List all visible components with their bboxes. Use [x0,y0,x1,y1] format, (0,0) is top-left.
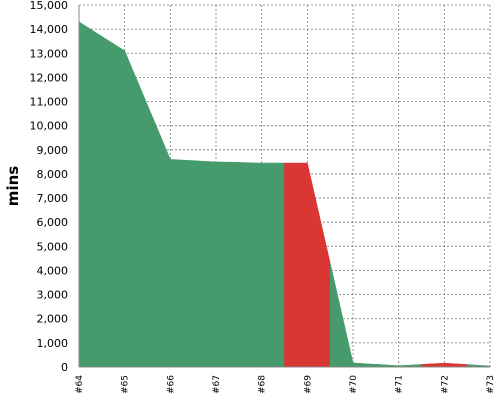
y-tick-label: 14,000 [30,23,69,36]
x-tick-label: #69 [303,375,313,394]
y-tick-label: 1,000 [37,337,69,350]
area-segment-64 [78,21,103,368]
x-tick-label: #64 [75,375,85,394]
y-tick-label: 5,000 [37,240,69,253]
y-axis-label: mins [4,166,22,206]
x-tick-label: #71 [395,375,405,394]
area-segment-66 [147,105,194,368]
area-segments [78,21,491,368]
y-tick-label: 9,000 [37,144,69,157]
x-tick-label: #65 [121,375,131,394]
x-tick-label: #66 [166,375,176,394]
y-tick-label: 13,000 [30,47,69,60]
x-tick-label: #70 [349,375,359,394]
area-segment-69 [284,162,331,368]
x-tick-label: #68 [258,375,268,394]
y-tick-label: 0 [61,361,68,374]
y-tick-label: 8,000 [37,168,69,181]
area-segment-65 [101,35,148,368]
x-axis-ticks: #64 #65 #66 #67 #68 #69 #70 #71 #72 #73 [75,375,496,394]
area-segment-67 [192,160,240,368]
y-tick-label: 12,000 [30,71,69,84]
y-tick-label: 10,000 [30,120,69,133]
y-tick-label: 11,000 [30,96,69,109]
y-tick-label: 3,000 [37,289,69,302]
y-tick-label: 15,000 [30,0,69,12]
axes [78,5,490,368]
area-segment-72 [421,362,468,368]
x-tick-label: #72 [440,375,450,394]
x-tick-label: #73 [486,375,496,394]
x-tick-label: #67 [212,375,222,394]
y-tick-label: 2,000 [37,313,69,326]
area-segment-68 [238,162,285,368]
y-tick-label: 7,000 [37,192,69,205]
y-axis-ticks: 0 1,000 2,000 3,000 4,000 5,000 6,000 7,000 8,00… [30,0,69,374]
y-tick-label: 4,000 [37,264,69,277]
y-tick-label: 6,000 [37,216,69,229]
